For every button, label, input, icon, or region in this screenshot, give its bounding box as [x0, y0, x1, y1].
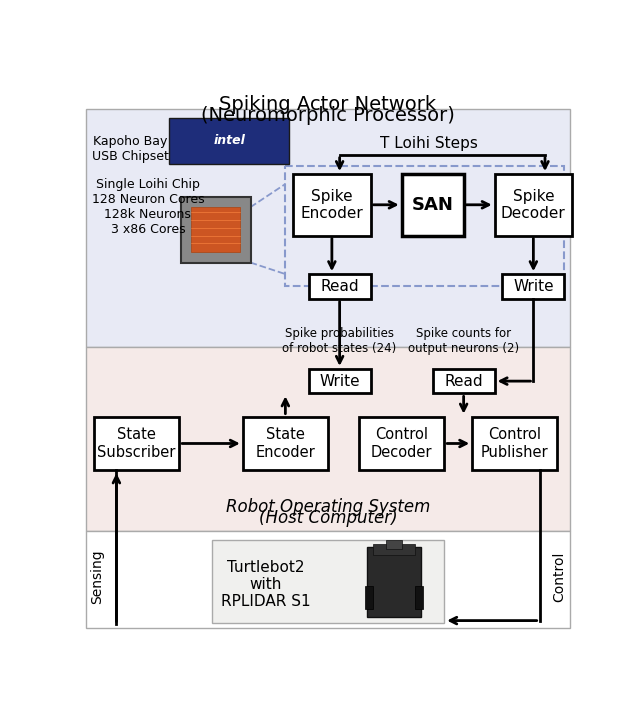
- Text: State
Subscriber: State Subscriber: [97, 427, 176, 460]
- FancyBboxPatch shape: [308, 369, 371, 394]
- FancyBboxPatch shape: [373, 543, 415, 555]
- FancyBboxPatch shape: [86, 108, 570, 347]
- FancyBboxPatch shape: [180, 197, 250, 263]
- Text: Write: Write: [319, 374, 360, 389]
- Text: Control
Decoder: Control Decoder: [371, 427, 433, 460]
- FancyBboxPatch shape: [502, 274, 564, 299]
- Text: Robot Operating System: Robot Operating System: [226, 498, 430, 516]
- Text: Kapoho Bay
USB Chipset: Kapoho Bay USB Chipset: [92, 135, 168, 164]
- FancyBboxPatch shape: [243, 417, 328, 471]
- FancyBboxPatch shape: [472, 417, 557, 471]
- FancyBboxPatch shape: [308, 274, 371, 299]
- Text: (Neuromorphic Processor): (Neuromorphic Processor): [201, 106, 455, 125]
- Text: T Loihi Steps: T Loihi Steps: [380, 136, 477, 151]
- Text: State
Encoder: State Encoder: [255, 427, 316, 460]
- Text: Sensing: Sensing: [90, 550, 104, 604]
- FancyBboxPatch shape: [191, 207, 241, 252]
- Text: Write: Write: [513, 279, 554, 294]
- FancyBboxPatch shape: [495, 174, 572, 236]
- FancyBboxPatch shape: [169, 117, 289, 164]
- FancyBboxPatch shape: [386, 540, 402, 549]
- Text: Read: Read: [444, 374, 483, 389]
- Text: Control
Publisher: Control Publisher: [481, 427, 548, 460]
- FancyBboxPatch shape: [367, 548, 421, 617]
- Text: Control: Control: [552, 552, 566, 602]
- Text: Spike probabilities
of robot states (24): Spike probabilities of robot states (24): [282, 327, 397, 355]
- FancyBboxPatch shape: [359, 417, 444, 471]
- Text: Spike
Decoder: Spike Decoder: [501, 189, 566, 221]
- Text: SAN: SAN: [412, 196, 454, 214]
- FancyBboxPatch shape: [433, 369, 495, 394]
- FancyBboxPatch shape: [86, 347, 570, 530]
- Text: Single Loihi Chip
128 Neuron Cores
128k Neurons
3 x86 Cores: Single Loihi Chip 128 Neuron Cores 128k …: [92, 178, 204, 236]
- FancyBboxPatch shape: [86, 530, 570, 628]
- Text: Spiking Actor Network: Spiking Actor Network: [220, 95, 436, 114]
- FancyBboxPatch shape: [365, 586, 373, 609]
- Text: (Host Computer): (Host Computer): [259, 509, 397, 527]
- FancyBboxPatch shape: [212, 540, 444, 623]
- Text: Turtlebot2
with
RPLIDAR S1: Turtlebot2 with RPLIDAR S1: [221, 560, 311, 609]
- Text: Read: Read: [320, 279, 359, 294]
- FancyBboxPatch shape: [415, 586, 422, 609]
- Text: Spike
Encoder: Spike Encoder: [301, 189, 364, 221]
- Text: intel: intel: [214, 135, 246, 147]
- FancyBboxPatch shape: [94, 417, 179, 471]
- Text: Spike counts for
output neurons (2): Spike counts for output neurons (2): [408, 327, 519, 355]
- FancyBboxPatch shape: [402, 174, 463, 236]
- FancyBboxPatch shape: [293, 174, 371, 236]
